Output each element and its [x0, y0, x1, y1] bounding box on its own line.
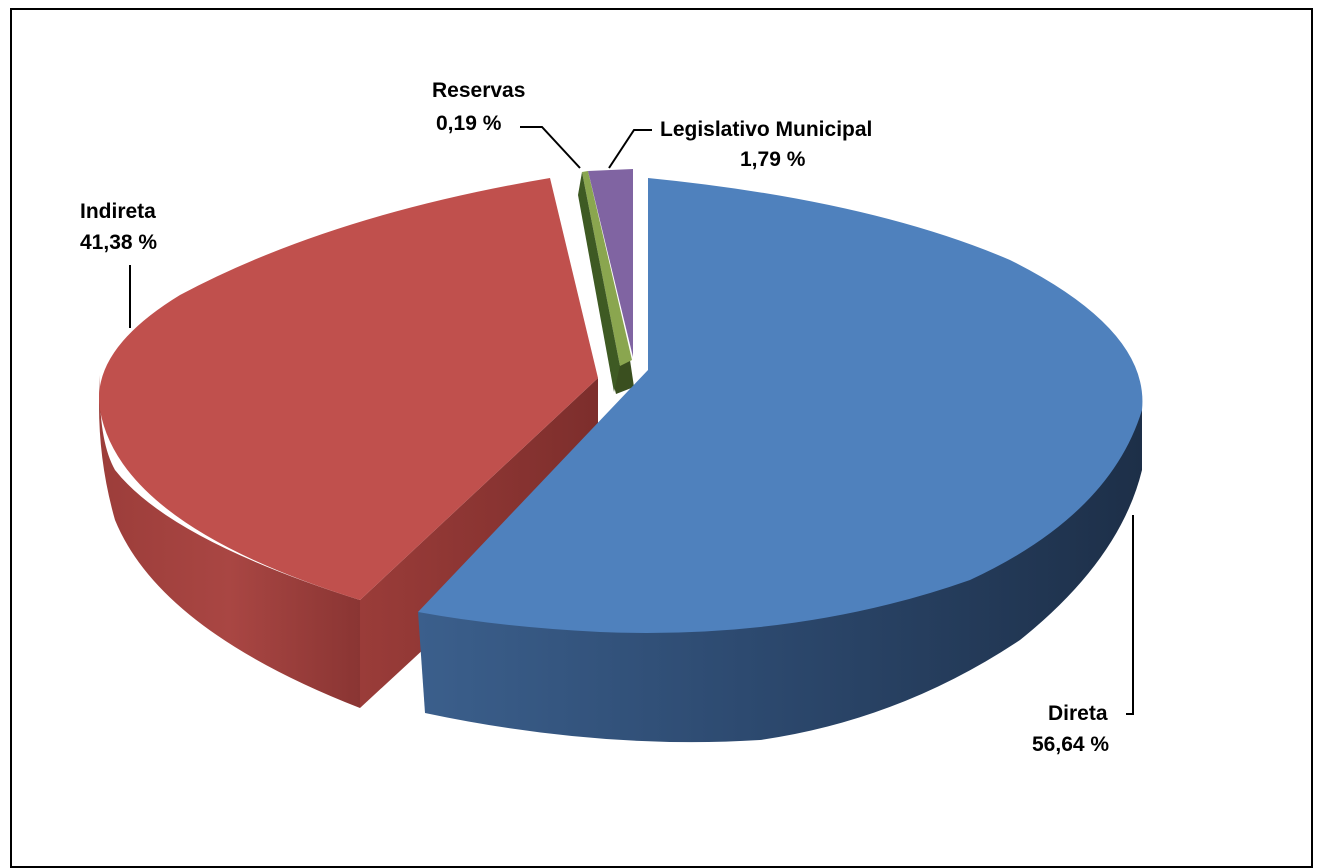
label-legislativo-name: Legislativo Municipal [660, 118, 872, 141]
slice-reservas [578, 171, 634, 394]
slice-direta [418, 178, 1143, 743]
label-reservas-name: Reservas [432, 79, 525, 102]
label-legislativo-value: 1,79 % [740, 148, 806, 171]
slice-reservas-top [582, 171, 632, 366]
leader-reservas [520, 126, 581, 169]
slice-indireta-top [99, 178, 598, 600]
label-direta-value: 56,64 % [1032, 733, 1109, 756]
slice-reservas-face [578, 172, 620, 392]
label-reservas-value: 0,19 % [436, 112, 502, 135]
slice-direta-top [418, 178, 1143, 633]
label-direta-name: Direta [1048, 702, 1108, 725]
label-indireta-value: 41,38 % [80, 231, 157, 254]
leader-direta [1126, 515, 1134, 715]
slice-indireta-side [99, 375, 360, 708]
slice-legislativo [588, 169, 633, 357]
slice-legislativo-top [588, 169, 633, 357]
leader-legislativo [608, 129, 652, 169]
label-indireta-name: Indireta [80, 200, 156, 223]
